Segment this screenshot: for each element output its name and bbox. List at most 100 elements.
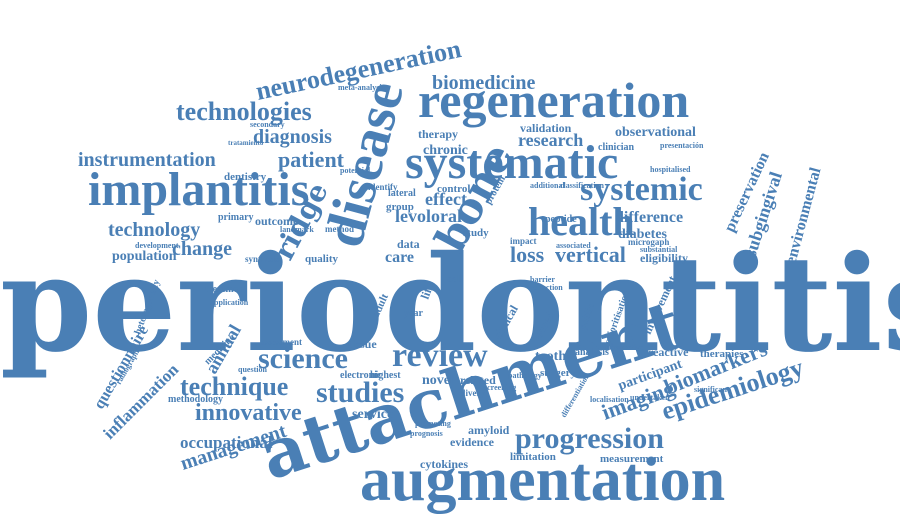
word-outcome: outcome bbox=[255, 214, 299, 228]
word-electronic: electronic bbox=[340, 370, 382, 381]
word-life: life bbox=[418, 281, 437, 301]
word-impact: impact bbox=[510, 236, 537, 246]
word-science: science bbox=[258, 342, 348, 375]
word-promoting: promoting bbox=[415, 419, 451, 428]
word-care: care bbox=[385, 249, 414, 266]
word-tissue: tissue bbox=[348, 337, 377, 351]
word-assessment: assessment bbox=[260, 337, 302, 347]
word-meta-analysis: meta-analysis bbox=[338, 83, 385, 92]
word-lateral: lateral bbox=[388, 188, 416, 199]
word-levoloral: levoloral bbox=[395, 206, 462, 226]
word-data: data bbox=[397, 237, 420, 251]
word-quality: quality bbox=[305, 253, 339, 265]
word-peptide: peptide bbox=[545, 214, 577, 225]
word-treatment: treatment bbox=[205, 284, 248, 295]
word-barrier: barrier bbox=[530, 275, 555, 284]
word-undertaken: undertaken bbox=[630, 393, 670, 402]
word-method: method bbox=[325, 224, 354, 234]
word-synthesis: synthesis bbox=[245, 254, 280, 264]
word-surgery: surgery bbox=[540, 367, 577, 379]
word-reduction: reduction bbox=[530, 283, 563, 292]
word-associated: associated bbox=[556, 241, 591, 250]
word-novel: novel bbox=[422, 373, 454, 388]
word-highest: highest bbox=[370, 370, 401, 381]
word-diabetes: diabetes bbox=[618, 227, 668, 242]
word-therapy: therapy bbox=[418, 127, 458, 141]
word-review: review bbox=[392, 337, 488, 374]
word-periodontitis: periodontitis bbox=[0, 227, 900, 382]
word-loss: loss bbox=[510, 242, 545, 267]
word-prognosis: prognosis bbox=[410, 429, 443, 438]
word-population: population bbox=[112, 249, 177, 264]
word-technologies: technologies bbox=[176, 97, 312, 126]
word-reactive: reactive bbox=[648, 345, 689, 359]
word-delivery: delivery bbox=[454, 388, 485, 398]
word-development: development bbox=[135, 241, 179, 250]
word-progression: progression bbox=[515, 422, 664, 455]
word-screening: screening bbox=[484, 383, 516, 392]
word-localisation: localisation bbox=[590, 395, 629, 404]
word-diagnosis: diagnosis bbox=[253, 126, 332, 148]
word-patient: patient bbox=[278, 147, 345, 172]
word-amyloid: amyloid bbox=[468, 423, 510, 437]
word-additional: additional bbox=[530, 181, 565, 190]
word-innovative: innovative bbox=[195, 400, 302, 426]
word-eligibility: eligibility bbox=[640, 251, 688, 265]
word-year: year bbox=[404, 308, 423, 319]
word-methodology: methodology bbox=[168, 394, 223, 405]
word-chronic: chronic bbox=[423, 143, 468, 158]
word-measurement: measurement bbox=[600, 453, 664, 465]
word-application: application bbox=[210, 298, 249, 307]
word-biomedicine: biomedicine bbox=[432, 72, 535, 94]
word-systemic: systemic bbox=[580, 171, 703, 208]
word-difference: difference bbox=[615, 209, 683, 226]
word-studies: studies bbox=[316, 376, 404, 409]
word-change: change bbox=[172, 238, 232, 260]
word-substantial: substantial bbox=[640, 245, 678, 254]
word-cell: cell bbox=[447, 273, 463, 285]
word-control: control bbox=[437, 183, 470, 195]
word-regeneration: regeneration bbox=[418, 72, 689, 128]
word-significant: significant bbox=[694, 385, 730, 394]
word-technology: technology bbox=[108, 219, 200, 241]
word-health: health bbox=[528, 199, 635, 244]
word-occupational: occupational bbox=[180, 433, 273, 452]
word-primary: primary bbox=[218, 212, 254, 223]
word-cytokines: cytokines bbox=[420, 457, 468, 471]
word-microgaph: microgaph bbox=[628, 237, 669, 247]
word-related: related bbox=[460, 373, 496, 387]
word-technique: technique bbox=[180, 372, 288, 401]
word-service: service bbox=[352, 407, 393, 422]
word-instrumentation: instrumentation bbox=[78, 149, 216, 171]
word-limitation: limitation bbox=[510, 451, 556, 463]
word-systematic: systematic bbox=[405, 136, 618, 189]
word-landmark: landmark bbox=[280, 225, 314, 234]
word-tratamiento: tratamiento bbox=[228, 139, 264, 147]
word-implantitis: implantitis bbox=[88, 163, 309, 216]
word-dentistry: dentistry bbox=[224, 171, 267, 183]
word-classification: classification bbox=[560, 181, 605, 190]
word-tooth: tooth bbox=[535, 349, 566, 364]
word-augmentation: augmentation bbox=[360, 446, 725, 514]
word-vertical: vertical bbox=[555, 242, 626, 267]
word-study: study bbox=[463, 227, 489, 239]
word-presentaci-n: presentación bbox=[660, 141, 704, 150]
word-validation: validation bbox=[520, 121, 572, 135]
word-effect: effect bbox=[425, 189, 467, 209]
word-potential: potential bbox=[340, 166, 371, 175]
word-perspective: perspective bbox=[605, 343, 644, 352]
word-question: question bbox=[238, 365, 267, 374]
word-research: research bbox=[518, 130, 583, 150]
word-group: group bbox=[386, 201, 414, 213]
word-evidence: evidence bbox=[450, 435, 495, 449]
word-clinician: clinician bbox=[598, 142, 635, 153]
word-therapies: therapies bbox=[700, 348, 744, 360]
word-analysis: analysis bbox=[575, 347, 609, 358]
word-secondary: secondary bbox=[250, 120, 285, 129]
word-hospitalised: hospitalised bbox=[650, 165, 691, 174]
word-identify: identify bbox=[368, 182, 398, 192]
word-observational: observational bbox=[615, 125, 696, 140]
word-pathology: pathology bbox=[508, 371, 542, 380]
